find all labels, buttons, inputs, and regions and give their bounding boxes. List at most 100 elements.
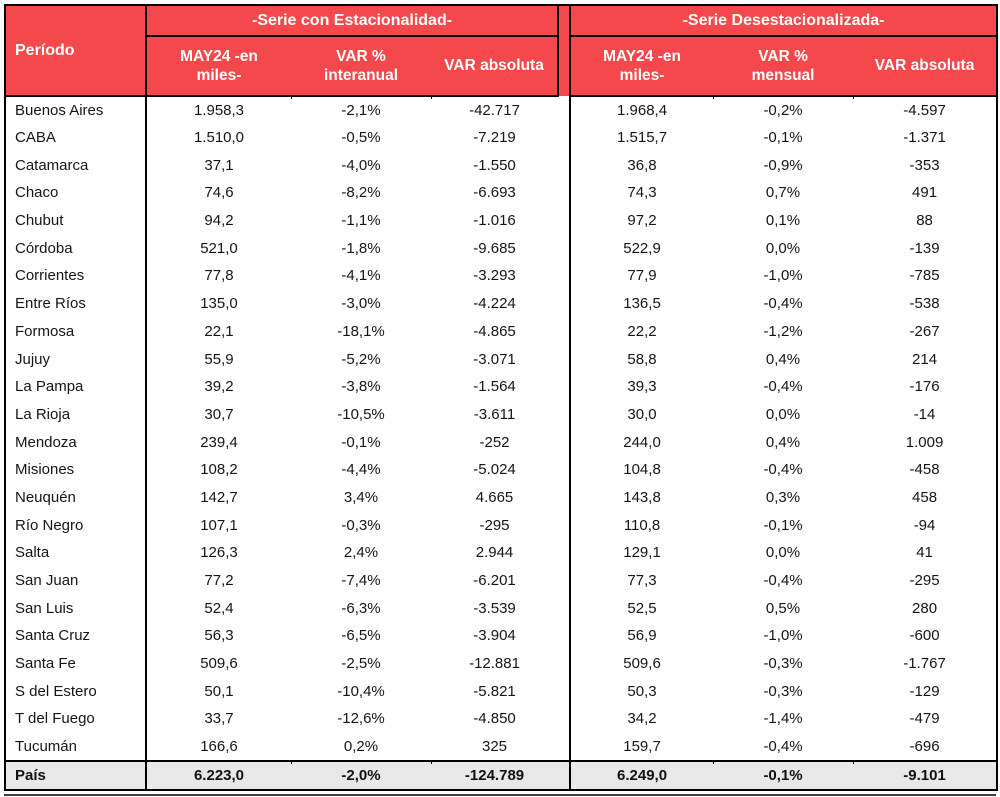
province-name: T del Fuego	[5, 705, 147, 733]
table-row: Buenos Aires 1.958,3 -2,1% -42.717 1.968…	[5, 96, 997, 124]
deseason-var-abs-value: -94	[913, 516, 936, 534]
seasonal-may24-value: 74,6	[204, 184, 234, 202]
seasonal-may24-value: 126,3	[200, 544, 238, 562]
deseason-may24-value: 50,3	[627, 682, 657, 700]
seasonal-var-pct-value: -8,2%	[341, 184, 381, 202]
col-header-seasonal-var-abs: VAR absoluta	[431, 36, 559, 97]
table-row: T del Fuego 33,7 -12,6% -4.850 34,2 -1,4…	[5, 705, 997, 733]
deseason-var-pct-value: -0,9%	[763, 156, 803, 174]
province-name: Mendoza	[5, 428, 147, 456]
seasonal-may24-value: 108,2	[200, 461, 238, 479]
province-name: La Pampa	[5, 372, 147, 401]
deseason-var-pct-value: 0,4%	[765, 350, 801, 368]
group-divider	[557, 36, 572, 96]
seasonal-var-abs-value: -1.550	[473, 156, 516, 174]
group-divider-cell	[558, 594, 572, 623]
seasonal-var-pct-value: 2,4%	[343, 544, 379, 562]
province-name: Formosa	[5, 317, 147, 346]
group-divider-cell	[558, 262, 572, 290]
table-footer: País 6.223,0 -2,0% -124.789 6.249,0 -0,1…	[5, 759, 998, 790]
table-row: Río Negro 107,1 -0,3% -295 110,8 -0,1% -…	[5, 511, 997, 539]
province-name: Tucumán	[5, 732, 147, 761]
table-row: Misiones 108,2 -4,4% -5.024 104,8 -0,4% …	[5, 455, 997, 484]
deseason-var-pct-value: 0,5%	[765, 599, 801, 617]
table-row: La Pampa 39,2 -3,8% -1.564 39,3 -0,4% -1…	[5, 372, 997, 401]
deseason-var-abs-value: -353	[909, 156, 940, 174]
province-name: S del Estero	[5, 677, 147, 706]
seasonal-may24-value: 39,2	[204, 378, 234, 396]
seasonal-var-pct-value: -6,5%	[341, 627, 381, 645]
seasonal-may24-value: 521,0	[200, 239, 238, 257]
seasonal-may24-value: 142,7	[200, 488, 238, 506]
seasonal-var-pct-value: -4,0%	[341, 156, 381, 174]
table-row: Córdoba 521,0 -1,8% -9.685 522,9 0,0% -1…	[5, 234, 997, 263]
province-name: Chubut	[5, 206, 147, 235]
deseason-may24-value: 52,5	[627, 599, 657, 617]
seasonal-var-abs-value: 325	[482, 737, 508, 755]
deseason-var-abs-value: -479	[909, 710, 940, 728]
deseason-may24-value: 1.515,7	[617, 129, 668, 147]
bottom-rule	[4, 793, 996, 796]
table-row: Formosa 22,1 -18,1% -4.865 22,2 -1,2% -2…	[5, 317, 997, 346]
table-body: Buenos Aires 1.958,3 -2,1% -42.717 1.968…	[5, 96, 997, 761]
province-name: Chaco	[5, 179, 147, 207]
seasonal-may24-value: 30,7	[204, 405, 234, 423]
deseason-var-pct-value: 0,0%	[765, 544, 801, 562]
seasonal-var-pct-value: -10,4%	[337, 682, 385, 700]
group-divider-cell	[558, 705, 572, 733]
deseason-may24-value: 509,6	[623, 655, 661, 673]
table-row: Chaco 74,6 -8,2% -6.693 74,3 0,7% 491	[5, 179, 997, 207]
deseason-var-abs-value: -538	[909, 295, 940, 313]
deseason-may24-value: 58,8	[627, 350, 657, 368]
col-header-deseason-var-abs: VAR absoluta	[853, 36, 998, 97]
seasonal-may24-value: 37,1	[204, 156, 234, 174]
group-divider-cell	[558, 289, 572, 318]
deseason-var-pct-value: -0,4%	[763, 378, 803, 396]
seasonal-var-pct-value: -2,1%	[291, 96, 431, 124]
deseason-may24-value: 244,0	[623, 433, 661, 451]
col-header-deseason-var-pct: VAR % mensual	[713, 36, 854, 97]
group-divider	[557, 5, 572, 36]
table-row: Santa Fe 509,6 -2,5% -12.881 509,6 -0,3%…	[5, 649, 997, 678]
seasonal-var-abs-value: -3.611	[473, 405, 516, 423]
deseason-var-pct-value: -0,2%	[713, 96, 853, 124]
table-row: Corrientes 77,8 -4,1% -3.293 77,9 -1,0% …	[5, 262, 997, 290]
total-seasonal-var-abs: -124.789	[431, 759, 559, 790]
deseason-may24-value: 129,1	[623, 544, 661, 562]
deseason-may24-value: 1.968,4	[617, 101, 668, 119]
table-row: S del Estero 50,1 -10,4% -5.821 50,3 -0,…	[5, 677, 997, 706]
seasonal-may24-value: 56,3	[204, 627, 234, 645]
province-name: Santa Cruz	[5, 622, 147, 650]
table-row: San Luis 52,4 -6,3% -3.539 52,5 0,5% 280	[5, 594, 997, 623]
deseason-var-abs-value: 214	[912, 350, 938, 368]
seasonal-may24-value: 33,7	[204, 710, 234, 728]
deseason-var-abs-value: 491	[912, 184, 938, 202]
seasonal-var-abs-value: -12.881	[469, 655, 520, 673]
province-name: Jujuy	[5, 345, 147, 373]
seasonal-var-pct-value: -2,5%	[341, 655, 381, 673]
deseason-var-abs-value: 88	[916, 212, 933, 230]
deseason-var-pct-value: -0,1%	[763, 129, 803, 147]
province-name: La Rioja	[5, 400, 147, 429]
deseason-may24-value: 143,8	[623, 488, 661, 506]
province-name: Entre Ríos	[5, 289, 147, 318]
col-header-deseason-may24: MAY24 -en miles-	[570, 36, 714, 97]
seasonal-var-abs-value: -252	[479, 433, 510, 451]
table-header: Período -Serie con Estacionalidad- -Seri…	[5, 5, 998, 97]
total-seasonal-may24: 6.223,0	[146, 759, 291, 790]
table-row: Entre Ríos 135,0 -3,0% -4.224 136,5 -0,4…	[5, 289, 997, 318]
deseason-may24-value: 104,8	[623, 461, 661, 479]
seasonal-var-pct-value: -4,4%	[341, 461, 381, 479]
deseason-var-pct-value: -0,3%	[763, 682, 803, 700]
seasonal-may24-value: 135,0	[200, 295, 238, 313]
deseason-may24-value: 56,9	[627, 627, 657, 645]
group-divider-cell	[558, 179, 572, 207]
deseason-may24-value: 522,9	[623, 239, 661, 257]
deseason-var-pct-value: -0,3%	[763, 655, 803, 673]
group-divider-cell	[558, 566, 572, 595]
deseason-var-pct-value: -0,4%	[763, 295, 803, 313]
deseason-may24-value: 36,8	[627, 156, 657, 174]
deseason-var-abs-value: 41	[916, 544, 933, 562]
seasonal-var-pct-value: -0,3%	[341, 516, 381, 534]
